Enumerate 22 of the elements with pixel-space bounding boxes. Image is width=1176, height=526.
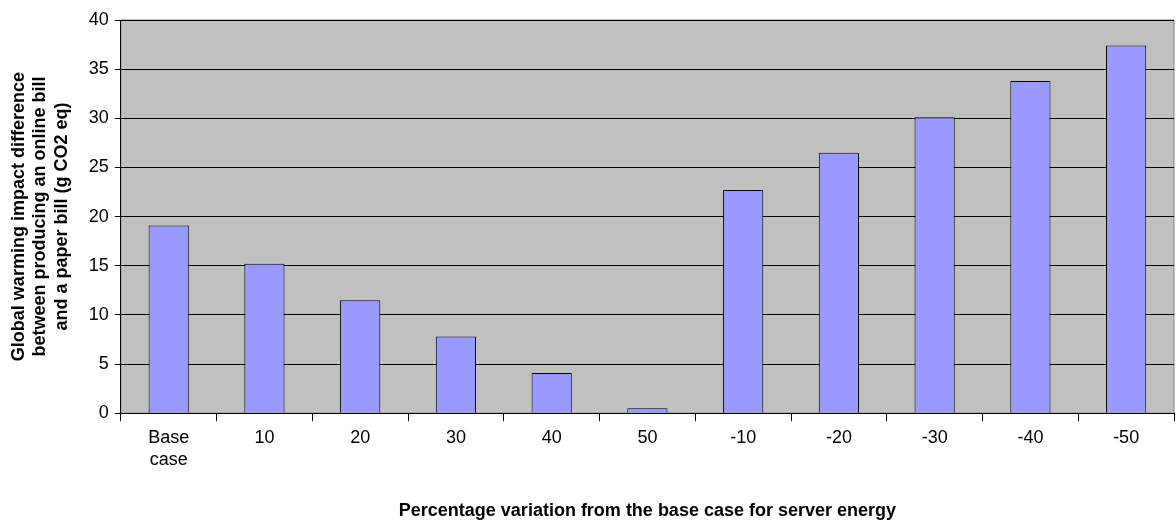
x-tick-label: 40 <box>541 426 562 447</box>
y-tick-label: 25 <box>88 156 109 177</box>
y-tick-label: 40 <box>88 8 109 29</box>
x-tick-label: Base case <box>148 426 190 469</box>
x-tick-label: -40 <box>1017 426 1044 447</box>
y-tick-label: 15 <box>88 254 109 275</box>
x-tick-label: 10 <box>254 426 275 447</box>
x-tick-label: -50 <box>1113 426 1140 447</box>
y-tick-label: 20 <box>88 205 109 226</box>
y-tick-label: 30 <box>88 107 109 128</box>
y-tick-label: 5 <box>98 353 109 374</box>
x-tick-label: -30 <box>921 426 948 447</box>
x-tick-label: 50 <box>637 426 658 447</box>
y-tick-label: 35 <box>88 58 109 79</box>
y-axis-title: Global warming impact difference between producing an online bill and a paper bill (g CO2 eq) <box>7 72 71 362</box>
x-tick-label: 30 <box>445 426 466 447</box>
x-axis-title: Percentage variation from the base case for server energy <box>398 500 897 521</box>
x-tick-label: -10 <box>730 426 757 447</box>
y-tick-label: 10 <box>88 303 109 324</box>
y-tick-label: 0 <box>98 402 109 423</box>
x-tick-label: -20 <box>825 426 852 447</box>
x-tick-label: 20 <box>350 426 371 447</box>
